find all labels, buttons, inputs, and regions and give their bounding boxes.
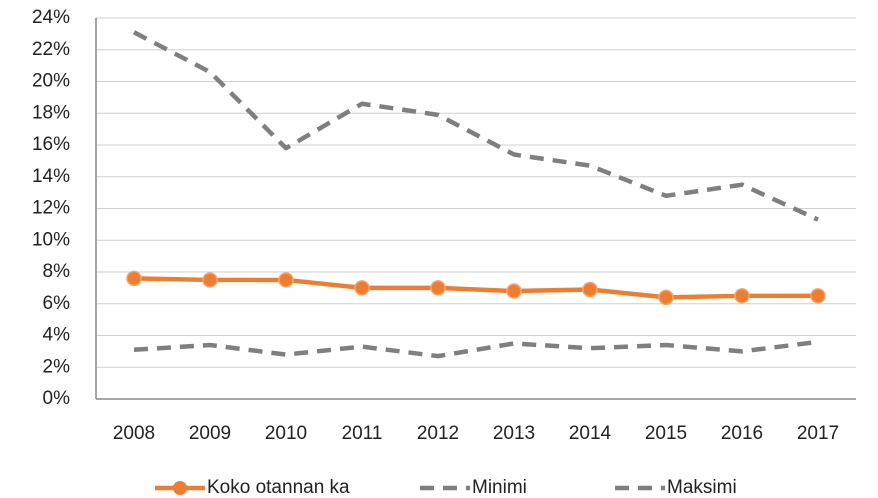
series-line xyxy=(133,339,819,359)
data-point xyxy=(810,288,826,304)
x-tick-label: 2015 xyxy=(645,423,687,444)
data-point xyxy=(354,280,370,296)
y-tick-label: 20% xyxy=(32,71,70,92)
x-tick-label: 2016 xyxy=(721,423,763,444)
legend-label: Maksimi xyxy=(667,477,737,498)
data-point xyxy=(734,288,750,304)
y-tick-label: 2% xyxy=(43,356,71,377)
series-line xyxy=(133,276,818,300)
legend-label: Koko otannan ka xyxy=(207,477,350,498)
y-tick-label: 0% xyxy=(43,388,71,409)
series-line xyxy=(132,30,819,222)
x-tick-label: 2013 xyxy=(493,423,535,444)
x-tick-label: 2010 xyxy=(265,423,307,444)
y-tick-label: 18% xyxy=(32,102,70,123)
x-tick-label: 2014 xyxy=(569,423,612,444)
data-point xyxy=(202,272,218,288)
data-point xyxy=(582,281,598,298)
y-tick-label: 4% xyxy=(43,325,71,346)
x-tick-label: 2009 xyxy=(189,423,231,444)
data-point xyxy=(658,289,674,306)
y-tick-label: 22% xyxy=(32,39,70,60)
data-point xyxy=(278,272,294,288)
data-point xyxy=(126,270,142,287)
y-tick-label: 14% xyxy=(32,166,70,187)
data-point xyxy=(430,280,446,296)
x-tick-label: 2011 xyxy=(342,423,383,444)
y-tick-label: 8% xyxy=(43,261,71,282)
y-tick-label: 6% xyxy=(43,293,71,314)
legend-label: Minimi xyxy=(472,477,527,498)
x-tick-label: 2017 xyxy=(797,423,839,444)
legend-marker xyxy=(173,481,187,495)
data-point xyxy=(506,283,522,299)
y-tick-label: 16% xyxy=(32,134,70,155)
y-tick-label: 10% xyxy=(32,229,70,250)
y-tick-label: 12% xyxy=(32,198,70,219)
x-tick-label: 2012 xyxy=(417,423,459,444)
x-tick-label: 2008 xyxy=(113,423,155,444)
y-tick-label: 24% xyxy=(32,7,70,28)
